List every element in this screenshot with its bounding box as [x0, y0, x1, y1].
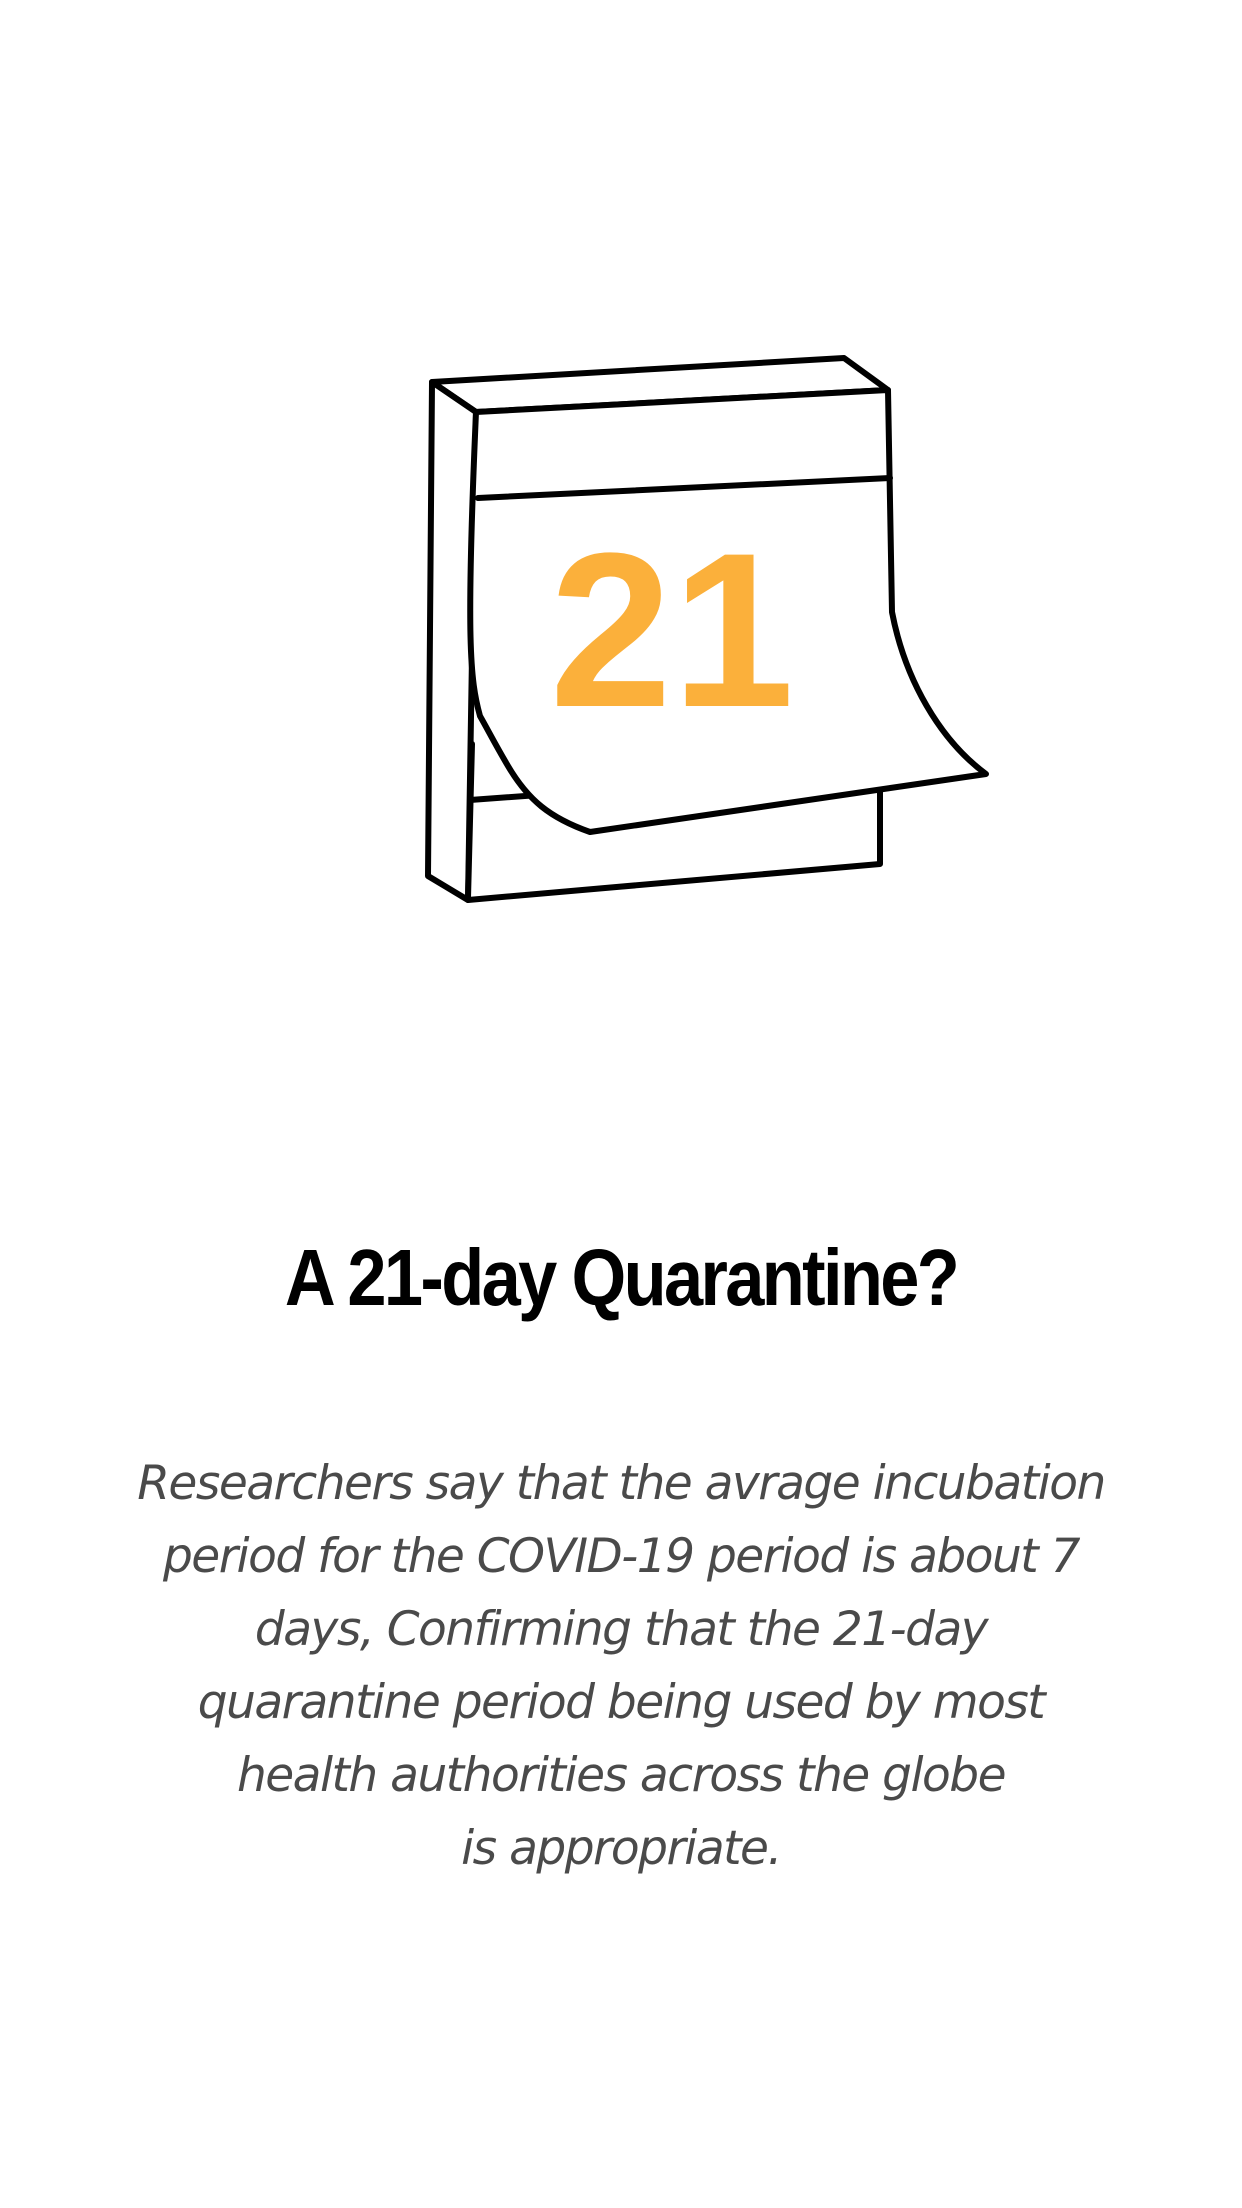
calendar-side-line [465, 741, 475, 901]
calendar-front-page [467, 387, 989, 835]
body-paragraph: Researchers say that the avrage incubati… [100, 1447, 1142, 1885]
calendar-header-line [475, 475, 893, 501]
calendar-illustration: 21 [0, 0, 1242, 1000]
body-line: quarantine period being used by most [197, 1675, 1046, 1730]
body-line: days, Confirming that the 21-day [254, 1602, 989, 1657]
body-line: period for the COVID-19 period is about … [162, 1529, 1081, 1584]
body-line: is appropriate. [461, 1821, 782, 1876]
body-line: health authorities across the globe [236, 1748, 1007, 1803]
tear-off-calendar-icon: 21 [425, 355, 989, 903]
calendar-day-number: 21 [550, 507, 795, 753]
page-title: A 21-day Quarantine? [284, 1233, 960, 1322]
body-line: Researchers say that the avrage incubati… [137, 1456, 1106, 1511]
